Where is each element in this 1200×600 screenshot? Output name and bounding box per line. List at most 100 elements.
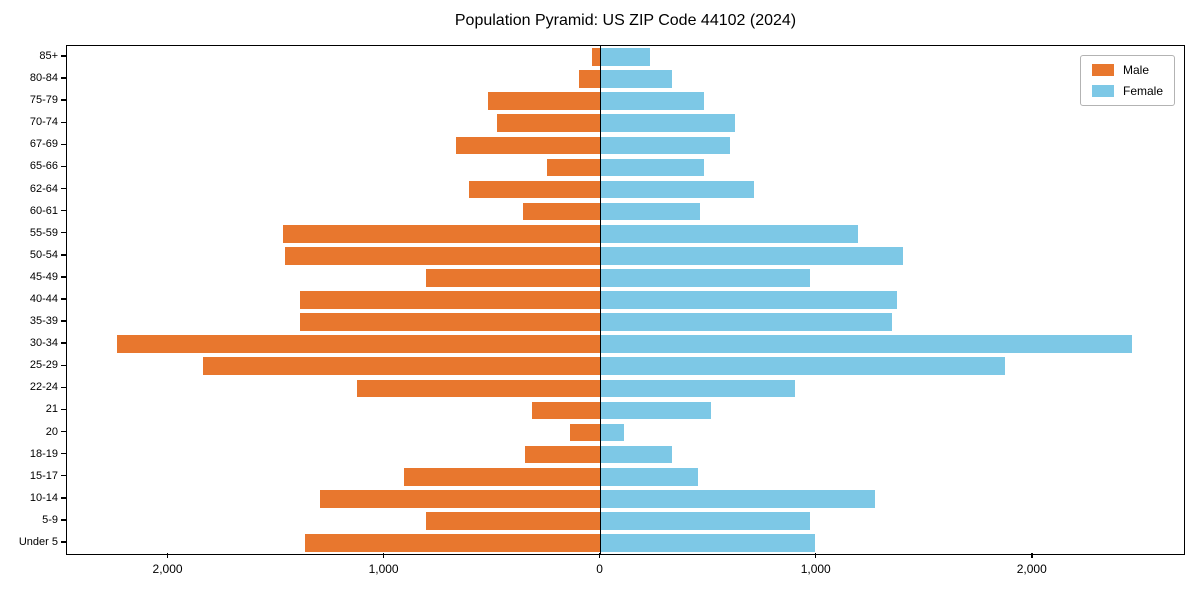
y-axis-tick-label: 5-9 [42, 513, 58, 526]
male-bar [404, 467, 601, 486]
y-axis-tick-mark [61, 386, 66, 389]
y-axis-tick-label: 65-66 [29, 160, 58, 173]
y-axis-tick-mark [61, 320, 66, 322]
y-axis-tick-label: 18-19 [29, 447, 58, 460]
y-axis-tick-label: 21 [45, 403, 58, 416]
y-axis-tick-mark [61, 364, 66, 366]
y-axis-tick-label: 40-44 [29, 293, 58, 305]
male-bar [579, 70, 601, 88]
male-bar [468, 180, 601, 199]
female-bar [600, 48, 651, 66]
x-axis-tick-label: 1,000 [368, 562, 399, 576]
female-bar [600, 467, 698, 486]
y-axis-tick-mark [61, 452, 66, 455]
y-axis-tick-mark [61, 55, 66, 57]
y-axis-tick-mark [61, 342, 66, 344]
x-axis-tick-label: 2,000 [1016, 562, 1047, 576]
female-bar [600, 357, 1005, 376]
x-axis-tick-mark [598, 553, 601, 558]
female-bar [600, 180, 755, 199]
y-axis-tick-mark [61, 143, 66, 146]
y-axis-tick-label: 50-54 [29, 248, 58, 261]
y-axis-tick-label: 75-79 [29, 94, 58, 107]
female-bar [600, 313, 893, 331]
y-axis-tick-mark [61, 519, 66, 521]
x-axis-tick-mark [166, 553, 169, 558]
y-axis-tick-mark [61, 298, 66, 300]
y-axis-tick-mark [61, 121, 66, 124]
y-axis-tick-mark [61, 474, 66, 477]
y-axis-tick-label: 35-39 [29, 315, 58, 328]
x-axis-tick-label: 0 [596, 562, 603, 576]
x-axis-tick-label: 2,000 [152, 562, 183, 576]
y-axis-tick-mark [61, 209, 66, 212]
female-bar [600, 335, 1133, 353]
y-axis-tick-label: 45-49 [29, 270, 58, 283]
y-axis-tick-mark [61, 187, 66, 190]
male-bar [496, 114, 601, 133]
male-bar [300, 313, 601, 331]
female-bar [600, 202, 701, 221]
male-bar [304, 534, 601, 552]
female-bar [600, 401, 711, 420]
female-bar [600, 224, 858, 243]
y-axis-tick-label: 55-59 [29, 226, 58, 239]
male-bar [425, 269, 601, 287]
y-axis-tick-label: 85+ [39, 50, 58, 63]
y-axis-tick-mark [61, 541, 66, 543]
y-axis-tick-label: 30-34 [29, 337, 58, 350]
y-axis-tick-label: Under 5 [18, 535, 58, 548]
y-axis-tick-mark [61, 408, 66, 411]
y-axis-tick-label: 15-17 [29, 469, 58, 482]
chart-title: Population Pyramid: US ZIP Code 44102 (2… [454, 12, 797, 29]
male-bar [570, 423, 601, 442]
y-axis-tick-mark [61, 430, 66, 433]
male-bar [425, 512, 601, 530]
male-bar [592, 48, 601, 66]
female-bar [600, 423, 625, 442]
male-bar [455, 136, 601, 155]
male-bar [546, 158, 601, 177]
y-axis-tick-label: 22-24 [29, 381, 58, 394]
female-bar [600, 489, 876, 508]
y-axis-tick-label: 10-14 [29, 491, 58, 504]
female-bar [600, 70, 672, 88]
female-bar [600, 114, 735, 133]
y-axis-tick-label: 67-69 [29, 138, 58, 151]
female-bar [600, 269, 811, 287]
x-axis-tick-mark [814, 553, 817, 558]
y-axis-tick-label: 20 [45, 425, 58, 438]
y-axis-tick-mark [61, 497, 66, 499]
male-bar [283, 224, 601, 243]
y-axis-tick-mark [61, 165, 66, 168]
female-bar [600, 379, 796, 398]
female-bar [600, 534, 815, 552]
y-axis-tick-label: 60-61 [29, 204, 58, 217]
y-axis-tick-label: 25-29 [29, 359, 58, 372]
male-color-swatch [1091, 64, 1114, 76]
y-axis-tick-mark [61, 99, 66, 101]
male-bar [116, 335, 601, 353]
female-bar [600, 512, 811, 530]
female-color-swatch [1091, 85, 1114, 97]
female-bar [600, 92, 705, 111]
legend-label-male: Male [1122, 63, 1149, 77]
legend-item-female: Female [1091, 84, 1163, 98]
male-bar [488, 92, 601, 111]
y-axis-tick-label: 70-74 [29, 116, 58, 129]
male-bar [531, 401, 601, 420]
male-bar [525, 445, 601, 464]
female-bar [600, 246, 904, 265]
y-axis-tick-label: 62-64 [29, 182, 58, 195]
x-axis-tick-mark [1031, 553, 1033, 558]
plot-area: Male Female [66, 45, 1185, 555]
female-bar [600, 445, 672, 464]
y-axis-tick-label: 80-84 [29, 72, 58, 85]
y-axis-tick-mark [61, 77, 66, 79]
y-axis-tick-mark [61, 276, 66, 278]
male-bar [356, 379, 601, 398]
male-bar [300, 291, 601, 309]
legend-item-male: Male [1091, 63, 1163, 77]
female-bar [600, 158, 705, 177]
